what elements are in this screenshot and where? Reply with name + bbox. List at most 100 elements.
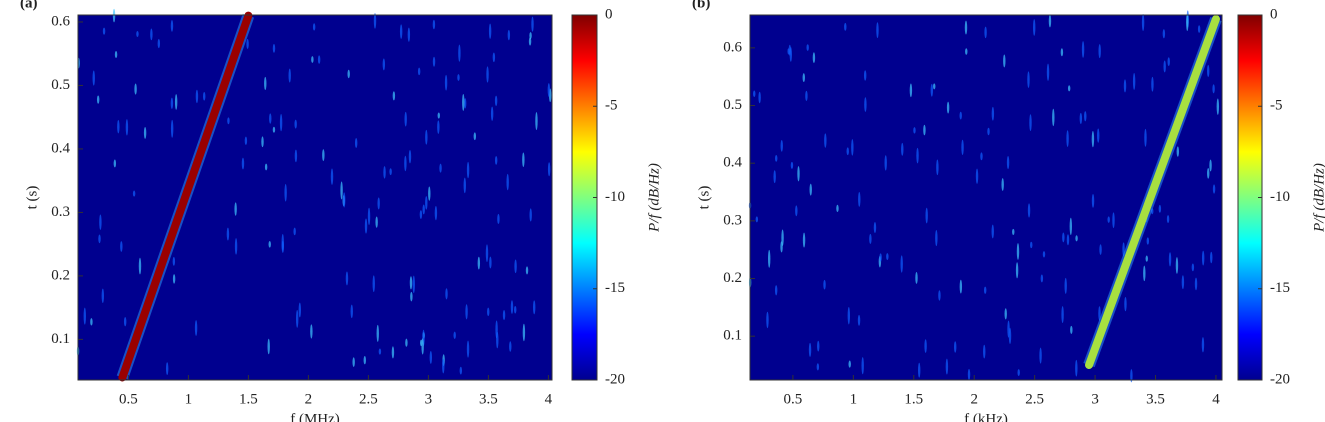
x-tick-label: 1.5 (904, 391, 923, 407)
noise-speckle (350, 304, 353, 319)
noise-speckle (967, 368, 971, 381)
noise-speckle (417, 67, 421, 76)
noise-speckle (495, 320, 498, 339)
noise-speckle (492, 52, 496, 63)
noise-speckle (755, 216, 759, 223)
noise-speckle (1191, 263, 1195, 272)
noise-speckle (367, 207, 371, 225)
noise-speckle (1201, 337, 1205, 353)
noise-speckle (1075, 359, 1078, 377)
noise-speckle (802, 232, 806, 248)
x-tick-label: 0.5 (784, 391, 803, 407)
noise-speckle (172, 274, 176, 284)
noise-speckle (808, 342, 812, 357)
noise-speckle (1146, 237, 1150, 245)
noise-speckle (150, 28, 153, 41)
noise-speckle (1030, 241, 1033, 249)
noise-speckle (525, 266, 529, 275)
noise-speckle (1075, 235, 1078, 242)
noise-speckle (1007, 320, 1010, 338)
noise-speckle (284, 184, 287, 202)
colorbar (571, 14, 598, 381)
x-tick-label: 3.5 (479, 391, 498, 407)
noise-speckle (1070, 325, 1073, 335)
noise-speckle (102, 27, 106, 35)
noise-speckle (234, 238, 238, 255)
y-tick-label: 0.6 (723, 39, 742, 55)
noise-speckle (437, 112, 440, 119)
noise-speckle (547, 162, 551, 177)
noise-speckle (425, 196, 428, 210)
noise-speckle (463, 98, 467, 109)
noise-speckle (502, 310, 506, 321)
noise-speckle (382, 58, 386, 71)
noise-speckle (758, 91, 761, 104)
noise-speckle (466, 161, 470, 179)
noise-speckle (132, 190, 136, 197)
panel-label: (b) (692, 0, 710, 11)
noise-speckle (399, 24, 403, 39)
noise-speckle (774, 285, 778, 296)
noise-speckle (863, 70, 867, 81)
noise-speckle (506, 173, 509, 191)
noise-speckle (83, 307, 86, 325)
noise-speckle (858, 191, 861, 207)
noise-speckle (99, 214, 102, 230)
noise-speckle (194, 320, 198, 336)
noise-speckle (281, 233, 284, 251)
noise-speckle (389, 168, 392, 176)
noise-speckle (954, 341, 957, 353)
noise-speckle (272, 43, 276, 53)
noise-speckle (421, 338, 424, 355)
noise-speckle (925, 207, 928, 224)
noise-speckle (459, 366, 463, 375)
noise-speckle (445, 288, 448, 300)
x-tick-label: 2.5 (1025, 391, 1044, 407)
plot-frame (77, 14, 553, 381)
noise-speckle (1112, 212, 1115, 229)
chirp (118, 11, 253, 382)
x-tick-label: 1 (850, 391, 858, 407)
colorbar-tick-label: -15 (605, 280, 625, 296)
colorbar-label: P/f (dB/Hz) (646, 163, 662, 233)
noise-speckle (1027, 71, 1030, 88)
noise-speckle (864, 97, 867, 112)
noise-speckle (1144, 128, 1147, 147)
noise-speckle (1141, 14, 1145, 31)
noise-speckle (918, 362, 921, 378)
noise-speckle (101, 288, 105, 304)
noise-speckle (1201, 250, 1205, 266)
colorbar-tick-label: -20 (1270, 371, 1290, 387)
noise-speckle (522, 323, 526, 342)
noise-speckle (453, 331, 456, 339)
noise-speckle (412, 275, 415, 294)
noise-speckle (1061, 306, 1064, 324)
colorbar-label: P/f (dB/Hz) (1311, 163, 1325, 233)
noise-speckle (439, 163, 442, 173)
noise-speckle (848, 360, 851, 368)
noise-speckle (846, 147, 849, 156)
noise-speckle (345, 271, 349, 286)
noise-speckle (528, 37, 532, 46)
noise-speckle (404, 155, 407, 172)
noise-speckle (857, 314, 861, 326)
colorbar-tick-label: -15 (1270, 280, 1290, 296)
noise-speckle (964, 20, 968, 35)
noise-speckle (310, 324, 313, 339)
noise-speckle (419, 210, 423, 219)
noise-speckle (1069, 217, 1073, 236)
y-tick-label: 0.1 (723, 328, 742, 344)
noise-speckle (847, 307, 851, 325)
noise-speckle (409, 276, 413, 290)
noise-speckle (465, 304, 468, 320)
noise-speckle (1066, 234, 1070, 246)
noise-speckle (113, 159, 117, 168)
noise-speckle (812, 52, 816, 64)
noise-speckle (425, 129, 428, 145)
noise-speckle (134, 83, 137, 95)
plot-area (78, 15, 552, 380)
noise-speckle (138, 257, 142, 275)
colorbar-tick-label: 0 (605, 6, 613, 22)
noise-speckle (930, 83, 934, 97)
